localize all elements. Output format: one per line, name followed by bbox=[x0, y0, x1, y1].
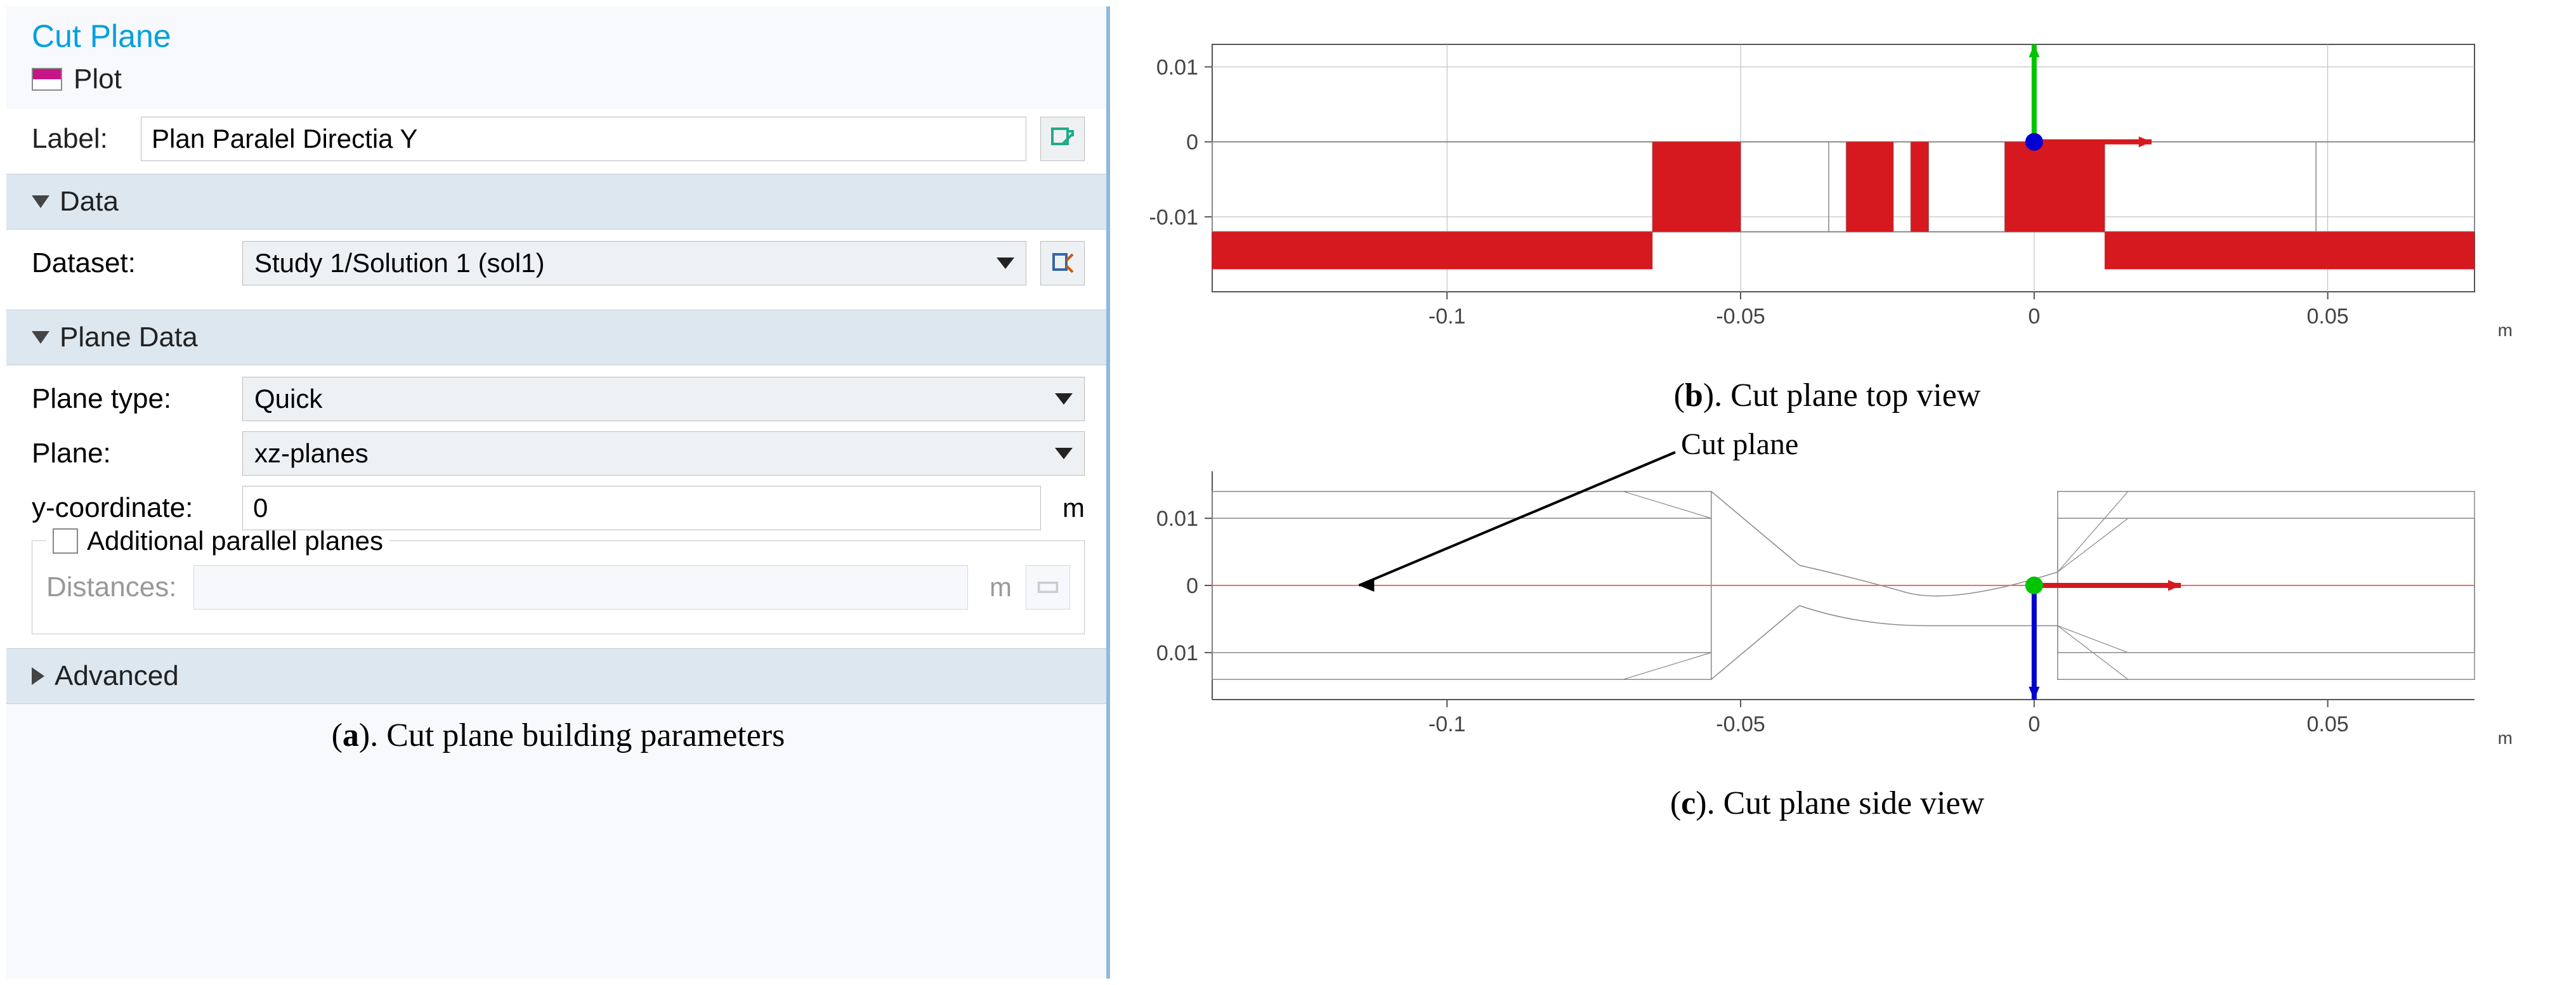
plot-action-row[interactable]: Plot bbox=[6, 60, 1110, 109]
plane-label: Plane: bbox=[32, 438, 228, 469]
dataset-value: Study 1/Solution 1 (sol1) bbox=[254, 248, 545, 278]
svg-text:0.01: 0.01 bbox=[1156, 55, 1198, 79]
caption-a: (a)(a). Cut plane building parameters. C… bbox=[6, 704, 1110, 754]
section-advanced-title: Advanced bbox=[55, 660, 179, 692]
side-view-block: Cut plane 0.0100.01-0.1-0.0500.05m (c). … bbox=[1123, 433, 2532, 822]
cut-plane-annotation: Cut plane bbox=[1681, 427, 1798, 462]
top-view-block: -0.01 0 0.01 -0.1 -0.05 0 0.05 m (b). Cut plane… bbox=[1123, 25, 2532, 414]
chevron-down-icon bbox=[1055, 448, 1073, 459]
svg-text:-0.1: -0.1 bbox=[1428, 712, 1465, 736]
svg-text:0.01: 0.01 bbox=[1156, 641, 1198, 665]
distances-unit: m bbox=[990, 572, 1012, 603]
range-icon bbox=[1036, 576, 1059, 599]
svg-text:0: 0 bbox=[2028, 304, 2040, 329]
ycoord-input[interactable] bbox=[242, 486, 1041, 530]
side-view-chart: 0.01 0 0.01 -0.1 -0.05 0 0.05 m bbox=[1130, 433, 2525, 776]
additional-planes-label: Additional parallel planes bbox=[87, 526, 383, 556]
svg-text:0.05: 0.05 bbox=[2306, 304, 2348, 329]
ycoord-label: y-coordinate: bbox=[32, 492, 228, 524]
svg-text:-0.05: -0.05 bbox=[1716, 712, 1765, 736]
distances-label: Distances: bbox=[46, 571, 180, 603]
svg-text:m: m bbox=[2497, 728, 2512, 748]
top-view-chart: -0.01 0 0.01 -0.1 -0.05 0 0.05 m bbox=[1130, 25, 2525, 368]
svg-text:0: 0 bbox=[2028, 712, 2040, 736]
plot-label: Plot bbox=[74, 63, 122, 95]
section-plane-data-title: Plane Data bbox=[60, 322, 198, 353]
settings-panel: Cut Plane Plot Label: Data Dataset: Stud… bbox=[6, 6, 1110, 979]
plane-value: xz-planes bbox=[254, 438, 369, 469]
section-advanced-header[interactable]: Advanced bbox=[6, 648, 1110, 704]
link-icon bbox=[1050, 251, 1075, 276]
ycoord-unit: m bbox=[1062, 493, 1085, 523]
chevron-down-icon bbox=[1055, 393, 1073, 405]
panel-title: Cut Plane bbox=[6, 6, 1110, 60]
svg-text:0: 0 bbox=[1186, 131, 1198, 155]
plane-type-label: Plane type: bbox=[32, 383, 228, 415]
graphics-area: -0.01 0 0.01 -0.1 -0.05 0 0.05 m (b). Cut plane… bbox=[1123, 6, 2570, 979]
scrollbar-edge[interactable] bbox=[1106, 6, 1110, 979]
plot-icon bbox=[32, 68, 62, 91]
expand-icon bbox=[32, 667, 44, 685]
svg-text:0.01: 0.01 bbox=[1156, 507, 1198, 531]
additional-planes-checkbox[interactable] bbox=[53, 528, 78, 554]
label-caption: Label: bbox=[32, 123, 127, 155]
plane-type-value: Quick bbox=[254, 384, 322, 414]
goto-button[interactable] bbox=[1040, 117, 1085, 161]
section-data-header[interactable]: Data bbox=[6, 174, 1110, 230]
distances-range-button bbox=[1026, 565, 1070, 610]
svg-text:-0.05: -0.05 bbox=[1716, 304, 1765, 329]
svg-text:-0.01: -0.01 bbox=[1149, 205, 1198, 230]
svg-text:0.05: 0.05 bbox=[2306, 712, 2348, 736]
svg-text:0: 0 bbox=[1186, 574, 1198, 598]
svg-text:-0.1: -0.1 bbox=[1428, 304, 1465, 329]
collapse-icon bbox=[32, 195, 49, 208]
svg-text:m: m bbox=[2497, 320, 2512, 340]
additional-planes-group: Additional parallel planes Distances: m bbox=[32, 540, 1085, 634]
caption-c: (c). Cut plane side view bbox=[1123, 785, 2532, 822]
plane-select[interactable]: xz-planes bbox=[242, 431, 1085, 476]
caption-b: (b). Cut plane top view bbox=[1123, 377, 2532, 414]
dataset-link-button[interactable] bbox=[1040, 241, 1085, 285]
label-input[interactable] bbox=[141, 117, 1026, 161]
collapse-icon bbox=[32, 331, 49, 344]
chevron-down-icon bbox=[997, 258, 1014, 269]
goto-icon bbox=[1050, 126, 1075, 152]
dataset-select[interactable]: Study 1/Solution 1 (sol1) bbox=[242, 241, 1026, 285]
section-data-title: Data bbox=[60, 186, 119, 218]
section-plane-data-header[interactable]: Plane Data bbox=[6, 310, 1110, 365]
dataset-label: Dataset: bbox=[32, 247, 228, 279]
distances-input bbox=[193, 565, 968, 610]
plane-type-select[interactable]: Quick bbox=[242, 377, 1085, 421]
